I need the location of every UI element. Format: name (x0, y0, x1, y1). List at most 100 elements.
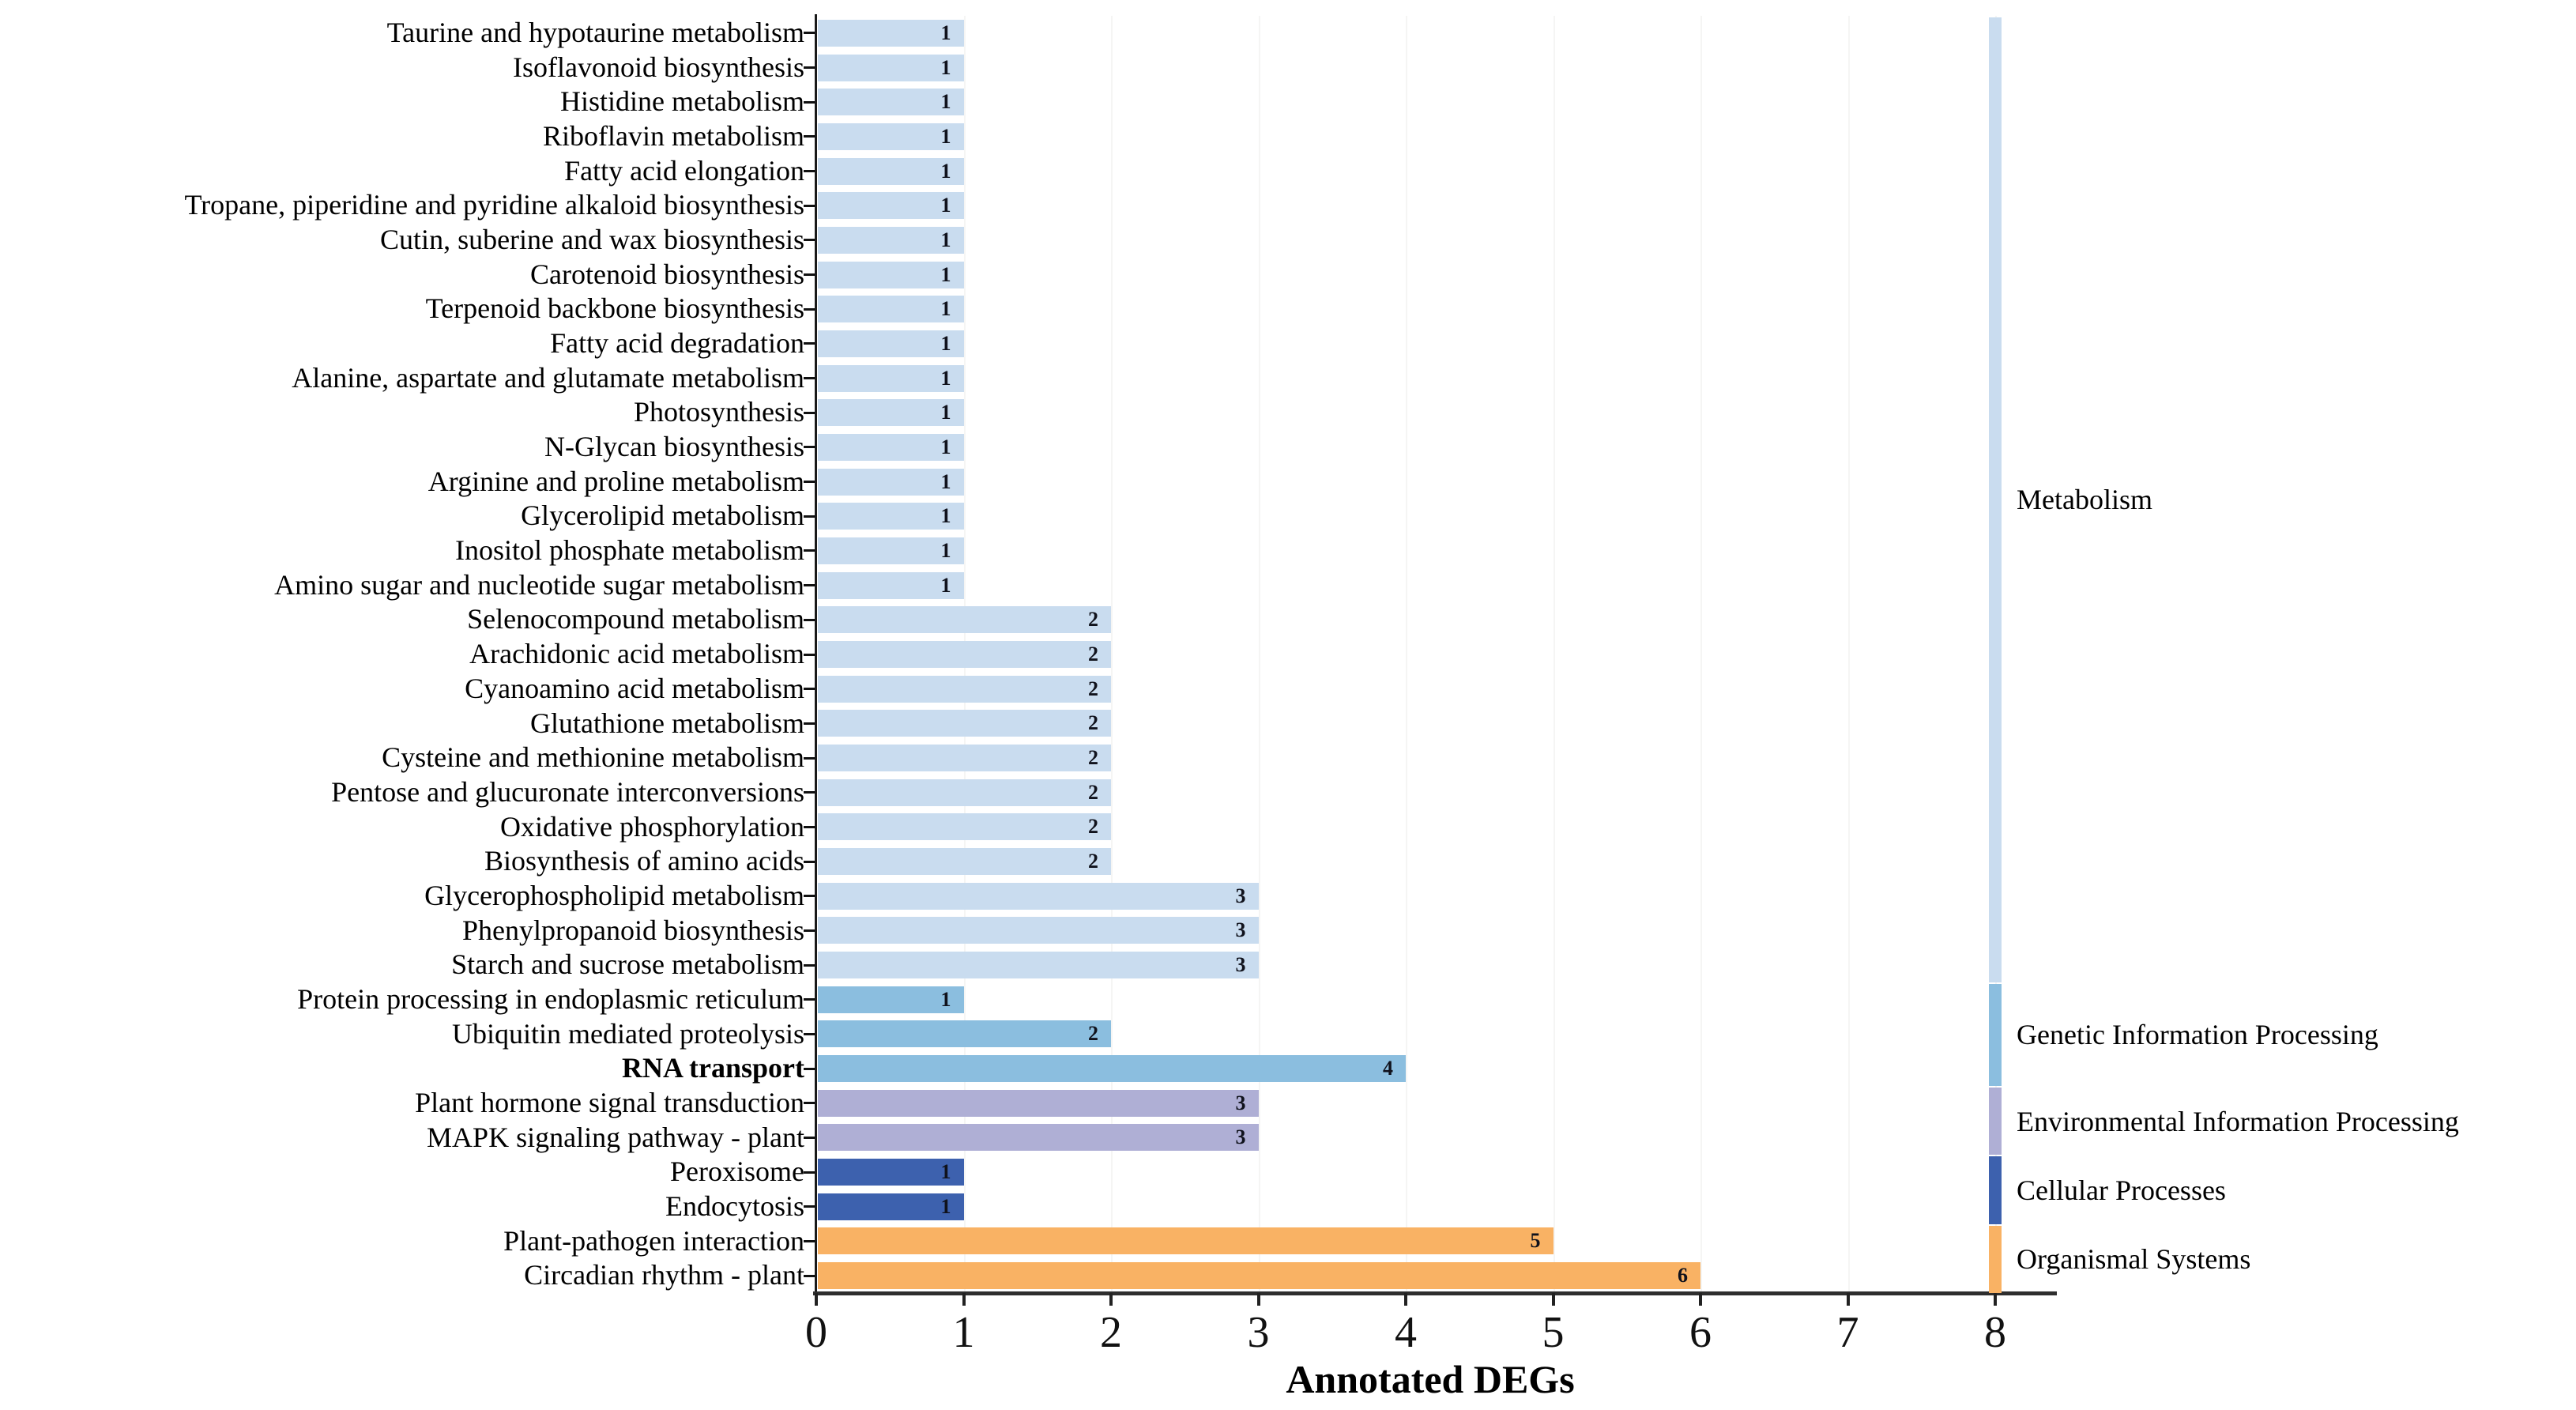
pathway-label: Glycerolipid metabolism (521, 500, 804, 532)
gridline (1406, 16, 1407, 1293)
y-axis-tick (804, 239, 816, 242)
y-axis-tick (804, 273, 816, 277)
pathway-label: Starch and sucrose metabolism (451, 948, 804, 981)
y-axis-tick (804, 135, 816, 138)
y-axis-line (815, 14, 817, 1295)
bar-value-label: 1 (940, 987, 951, 1011)
pathway-label: Fatty acid degradation (550, 327, 804, 360)
pathway-label: MAPK signaling pathway - plant (427, 1121, 804, 1153)
bar (818, 710, 1111, 737)
x-axis-tick-label: 3 (1247, 1308, 1270, 1357)
category-label: Cellular Processes (2017, 1174, 2226, 1206)
bar (818, 779, 1111, 806)
bar (818, 986, 964, 1013)
pathway-label: Cysteine and methionine metabolism (382, 741, 804, 774)
bar (818, 917, 1259, 944)
bar (818, 503, 964, 530)
pathway-label: N-Glycan biosynthesis (544, 431, 804, 463)
y-axis-tick (804, 342, 816, 345)
bar (818, 226, 964, 254)
pathway-label: Taurine and hypotaurine metabolism (386, 17, 804, 48)
pathway-label: Cutin, suberine and wax biosynthesis (380, 224, 804, 256)
bar (818, 848, 1111, 876)
bar-value-label: 1 (940, 1160, 951, 1184)
y-axis-tick (804, 481, 816, 484)
y-axis-tick (804, 170, 816, 173)
y-axis-tick (804, 722, 816, 725)
y-axis-tick (804, 446, 816, 449)
y-axis-tick (804, 1171, 816, 1174)
y-axis-tick (804, 929, 816, 932)
bar-value-label: 1 (940, 228, 951, 251)
bar-value-label: 3 (1235, 1091, 1246, 1114)
bar-value-label: 1 (940, 435, 951, 458)
y-axis-tick (804, 1136, 816, 1139)
x-axis-tick-label: 2 (1100, 1308, 1122, 1357)
pathway-label: Oxidative phosphorylation (500, 810, 804, 843)
bar-value-label: 1 (940, 401, 951, 424)
bar (818, 606, 1111, 634)
category-label: Genetic Information Processing (2017, 1019, 2378, 1051)
x-axis-tick-label: 5 (1542, 1308, 1565, 1357)
pathway-label: Endocytosis (665, 1189, 804, 1222)
bar (818, 813, 1111, 841)
bar (818, 1089, 1259, 1117)
bar-value-label: 1 (940, 90, 951, 114)
pathway-label: Alanine, aspartate and glutamate metabol… (292, 361, 804, 394)
y-axis-tick (804, 963, 816, 967)
x-axis-tick-label: 1 (952, 1308, 975, 1357)
bar (818, 89, 964, 116)
pathway-label: Inositol phosphate metabolism (455, 534, 804, 567)
bar-value-label: 2 (1088, 608, 1098, 631)
x-axis-tick (1256, 1293, 1260, 1306)
bar (818, 123, 964, 150)
bar-value-label: 6 (1678, 1264, 1688, 1287)
pathway-label: Glutathione metabolism (530, 707, 804, 739)
bar-value-label: 2 (1088, 815, 1098, 839)
bar-value-label: 1 (940, 159, 951, 183)
y-axis-tick (804, 66, 816, 69)
bar-value-label: 1 (940, 297, 951, 321)
x-axis-tick-label: 6 (1689, 1308, 1712, 1357)
bar (818, 882, 1259, 910)
y-axis-tick (804, 307, 816, 311)
x-axis-tick-label: 8 (1984, 1308, 2006, 1357)
bar (818, 1227, 1554, 1255)
bar-value-label: 3 (1235, 1125, 1246, 1149)
bar-value-label: 1 (940, 469, 951, 493)
x-axis-line (813, 1291, 2057, 1295)
y-axis-tick (804, 791, 816, 794)
bar (818, 745, 1111, 772)
y-axis-tick (804, 653, 816, 656)
bar-value-label: 1 (940, 194, 951, 217)
y-axis-tick (804, 377, 816, 380)
bar-value-label: 1 (940, 366, 951, 390)
x-axis-title: Annotated DEGs (1286, 1357, 1575, 1401)
bar-value-label: 1 (940, 124, 951, 148)
category-color-segment (1989, 1087, 2002, 1156)
bar (818, 675, 1111, 703)
bar (818, 468, 964, 496)
bar (818, 296, 964, 323)
bar (818, 641, 1111, 668)
pathway-label: Pentose and glucuronate interconversions (331, 775, 804, 808)
category-label: Organismal Systems (2017, 1243, 2251, 1276)
gridline (1847, 16, 1850, 1293)
bar-value-label: 1 (940, 21, 951, 44)
y-axis-tick (804, 411, 816, 414)
y-axis-tick (804, 895, 816, 898)
y-axis-tick (804, 756, 816, 760)
pathway-label: Plant-pathogen interaction (503, 1224, 804, 1257)
category-label: Metabolism (2017, 484, 2152, 516)
gridline (1553, 16, 1555, 1293)
x-axis-tick (962, 1293, 966, 1306)
pathway-label: Selenocompound metabolism (467, 603, 804, 635)
bar (818, 157, 964, 185)
bar (818, 192, 964, 220)
bar (818, 1055, 1406, 1083)
x-axis-tick (1551, 1293, 1555, 1306)
y-axis-tick (804, 100, 816, 104)
gridline (1111, 16, 1113, 1293)
x-axis-tick-label: 0 (805, 1308, 827, 1357)
